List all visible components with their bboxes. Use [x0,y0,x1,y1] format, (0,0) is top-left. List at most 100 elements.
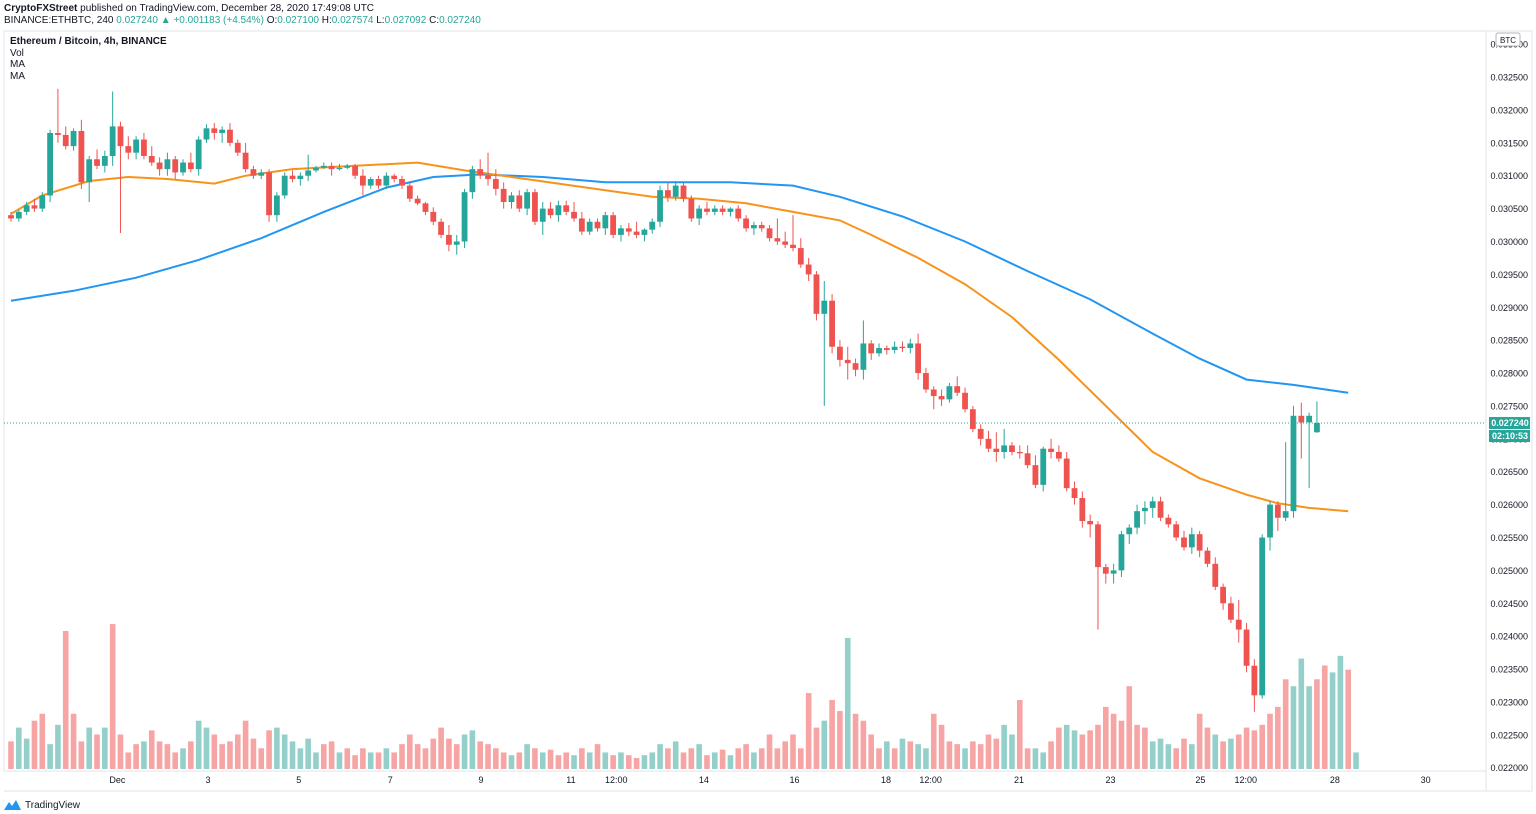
volume-bar [1275,706,1281,769]
candle [8,211,14,222]
volume-bar [422,748,429,769]
candle [360,169,366,196]
ohlc-readout: BINANCE:ETHBTC, 240 0.027240 ▲ +0.001183… [4,15,481,27]
price-tick-label: 0.031000 [1490,171,1528,181]
candle [1259,534,1266,699]
volume-bar [62,631,69,769]
candle [187,152,194,173]
volume-bar [1040,752,1047,769]
candle [1142,501,1148,525]
legend-item-ma-fast[interactable]: MA [10,59,25,70]
candle [367,177,374,189]
volume-bar [696,744,702,769]
candle [680,182,687,203]
volume-bar [774,748,781,769]
candle [1173,521,1180,541]
volume-bar [258,748,265,769]
volume-bar [547,749,554,769]
candle [915,333,922,380]
candle [829,294,835,354]
candle [1032,455,1039,489]
candle [94,149,100,170]
candle [399,175,405,189]
candle [328,162,335,176]
price-tick-label: 0.028000 [1490,369,1528,379]
volume-bar [1079,734,1086,769]
candle [1102,563,1109,584]
volume-bar [1220,741,1226,769]
candle [1228,596,1234,623]
volume-bar [555,755,562,769]
candle [266,169,272,222]
time-tick-label: 5 [296,775,301,785]
time-tick-label: 12:00 [919,775,942,785]
candle [946,382,953,403]
publisher-name[interactable]: CryptoFXStreet [4,3,78,14]
candle [1298,402,1305,459]
volume-bar [16,727,22,769]
volume-bar [1181,738,1187,769]
volume-bar [1134,724,1140,769]
price-tick-label: 0.022000 [1490,763,1528,773]
chart-legend: Ethereum / Bitcoin, 4h, BINANCE Vol MA M… [10,36,167,82]
volume-bar [907,741,914,769]
candle [516,190,523,212]
volume-bar [1048,741,1054,769]
currency-badge[interactable]: BTC [1495,32,1521,47]
candle [273,192,280,222]
candle [790,215,796,252]
volume-bar [399,744,405,769]
volume-bar [790,734,796,769]
volume-bar [493,748,499,769]
price-tick-label: 0.029000 [1490,303,1528,313]
volume-bar [274,727,280,769]
candle [633,221,640,239]
candle [954,376,961,397]
candle [1071,481,1078,505]
candle [938,389,945,406]
candle [1126,524,1133,545]
volume-bar [1032,748,1039,769]
candle [532,188,538,226]
volume-bar [352,755,358,769]
candle [469,165,476,199]
published-text: published on TradingView.com, December 2… [80,3,375,14]
candle [711,205,718,216]
volume-bar [23,738,30,769]
volume-bar [234,734,241,769]
volume-bar [156,741,163,769]
candle [203,124,210,143]
volume-bar [102,727,108,769]
candle [164,152,171,176]
candle [883,345,890,355]
price-badge [1489,417,1530,430]
volume-bar [1353,752,1359,769]
volume-bar [219,744,225,769]
low-value: 0.027092 [384,15,427,26]
volume-bar [610,755,616,769]
candle [148,146,155,166]
volume-bar [31,720,38,769]
volume-bar [508,755,515,769]
candle [704,202,710,216]
volume-bar [1321,665,1328,769]
volume-bar [1204,727,1211,769]
candle [1149,496,1156,518]
legend-item-ma-slow[interactable]: MA [10,70,25,82]
tradingview-brand[interactable]: TradingView [4,799,80,811]
volume-bar [641,755,648,769]
volume-bar [1149,741,1156,769]
candle [1063,451,1070,492]
publish-info: CryptoFXStreet published on TradingView.… [4,3,374,15]
tradingview-logo-icon [4,800,21,810]
candle [156,157,163,176]
candle [743,215,749,232]
volume-bar [446,738,452,769]
candle [180,159,186,176]
legend-item-vol[interactable]: Vol [10,47,24,59]
candle [62,126,69,150]
volume-bar [289,741,296,769]
time-tick-label: 30 [1421,775,1431,785]
